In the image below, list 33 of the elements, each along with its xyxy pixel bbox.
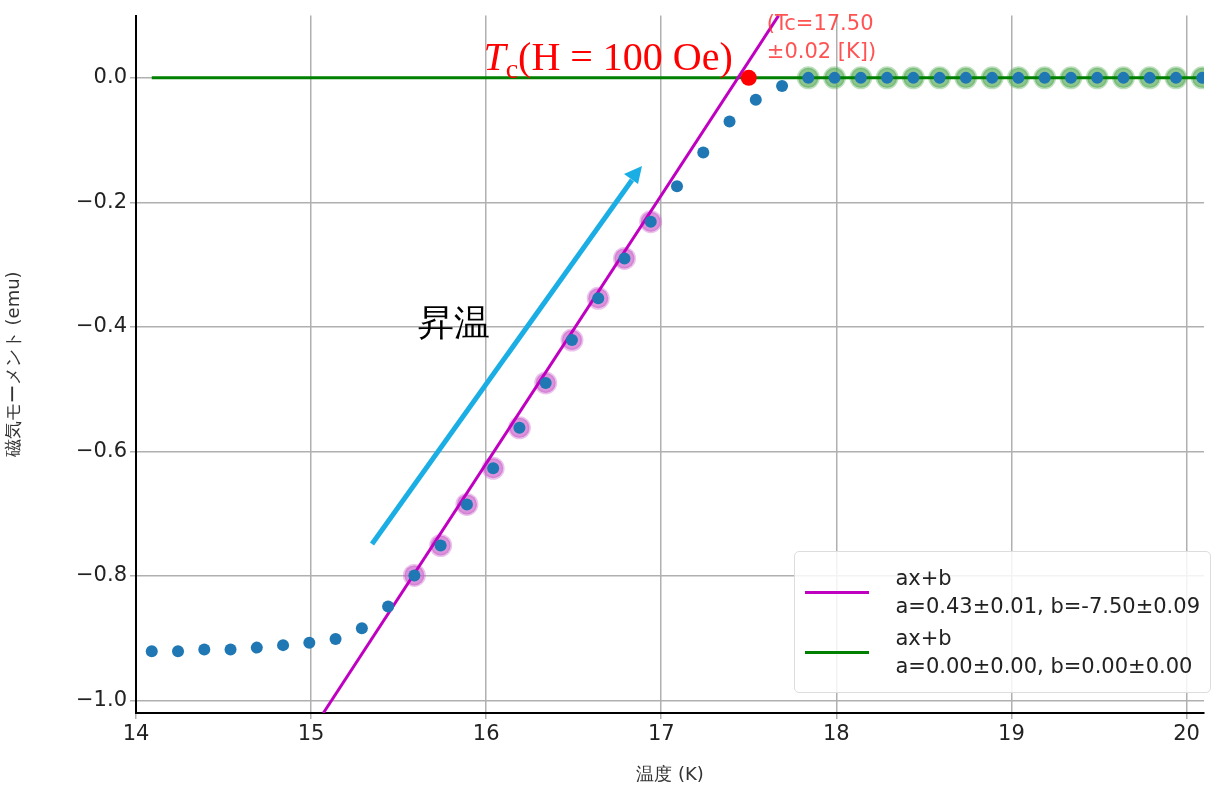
- point: [723, 115, 736, 128]
- point: [355, 622, 368, 635]
- x-tick-label: 18: [822, 721, 850, 746]
- point: [172, 645, 185, 658]
- x-tick-label: 17: [647, 721, 675, 746]
- y-tick-label: −0.4: [76, 313, 127, 338]
- y-tick-label: −1.0: [76, 687, 127, 711]
- point: [697, 146, 710, 159]
- y-tick-label: −0.6: [76, 437, 127, 462]
- y-tick-label: 0.0: [93, 64, 127, 89]
- point: [671, 180, 683, 193]
- point: [250, 641, 263, 654]
- point: [277, 639, 290, 652]
- y-tick-label: −0.2: [76, 188, 127, 213]
- point: [303, 636, 316, 649]
- annotation: 昇温: [418, 302, 490, 343]
- y-tick-label: −0.8: [76, 562, 127, 587]
- point: [382, 600, 395, 613]
- x-tick-label: 15: [297, 721, 325, 746]
- point: [198, 643, 211, 656]
- y-axis-title: 磁気モーメント (emu): [2, 271, 24, 459]
- point: [740, 69, 757, 86]
- point: [145, 645, 158, 658]
- x-tick-label: 14: [122, 721, 150, 746]
- point: [329, 632, 342, 645]
- x-axis-title: 温度 (K): [636, 762, 704, 784]
- point: [224, 643, 237, 656]
- legend-label: ax+b a=0.00±0.00, b=0.00±0.00: [895, 625, 1193, 680]
- point: [776, 79, 789, 92]
- x-tick-label: 19: [998, 721, 1025, 746]
- point: [749, 93, 762, 106]
- x-tick-label: 20: [1173, 721, 1200, 746]
- x-tick-label: 16: [472, 721, 500, 746]
